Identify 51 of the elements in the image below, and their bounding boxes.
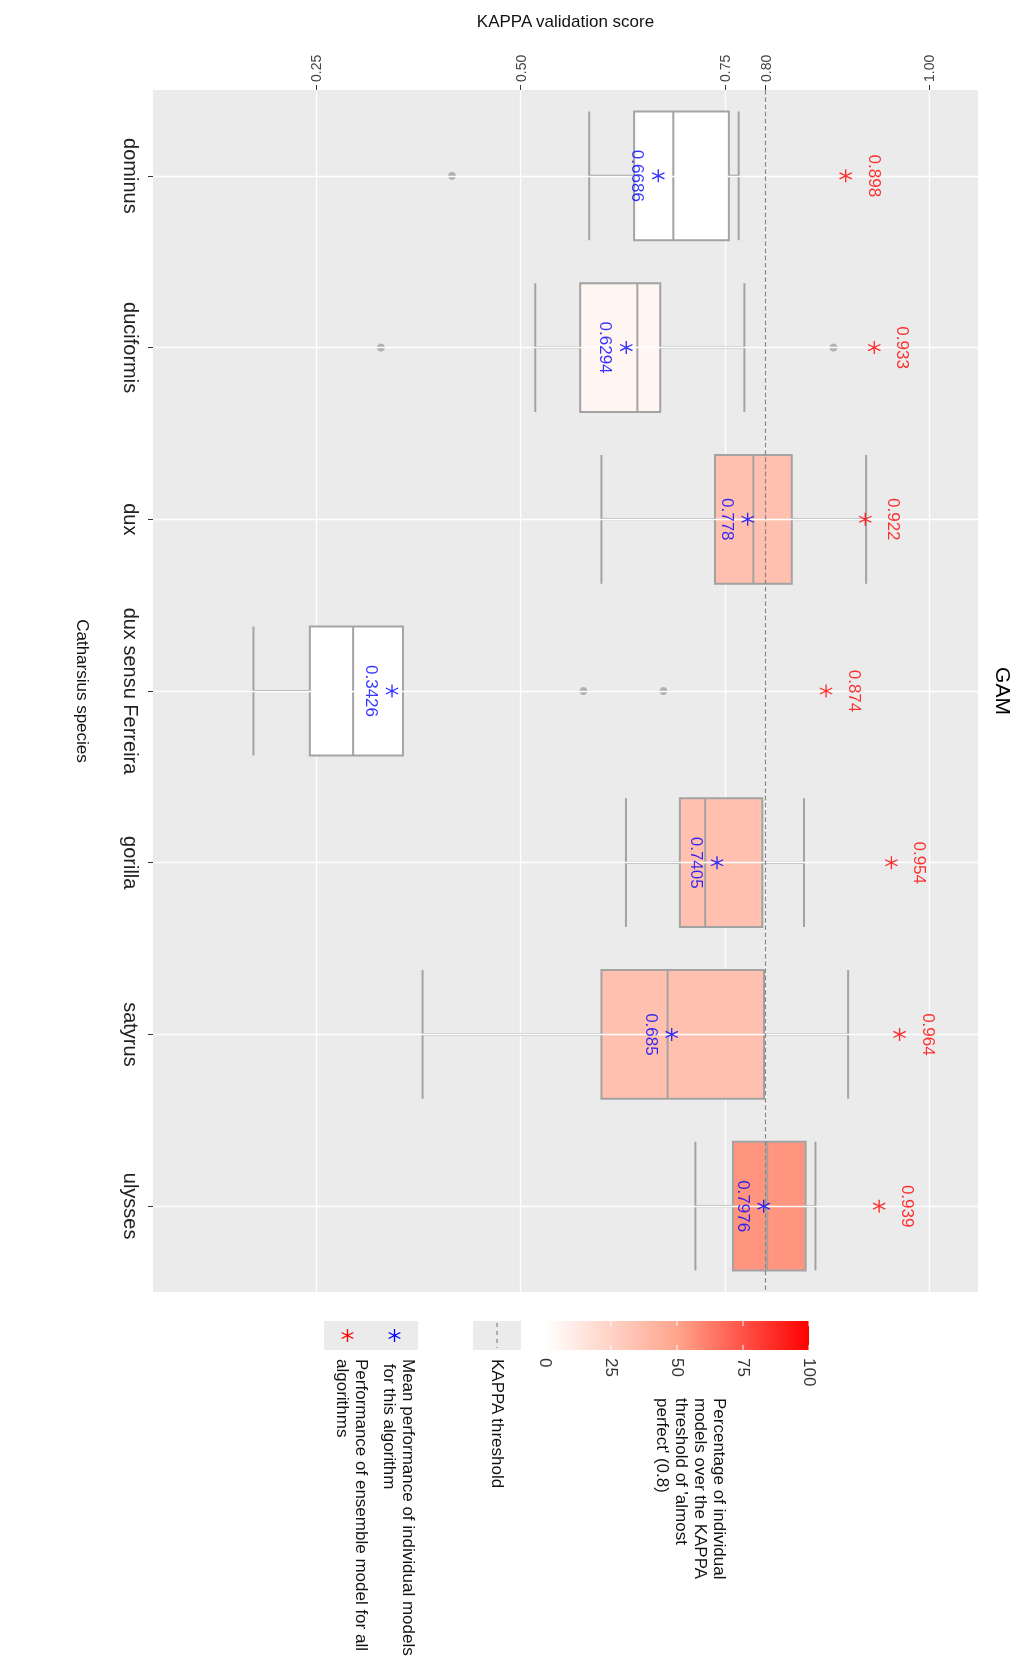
point [651, 169, 665, 183]
legend-label: Mean performance of individual models for this algorithm [379, 1359, 418, 1656]
y-tick-label: satyrus [120, 1002, 142, 1067]
data-label: 0.954 [910, 841, 930, 884]
data-label: 0.922 [884, 498, 904, 541]
data-label: 0.7976 [733, 1180, 753, 1233]
data-label: 0.3426 [362, 665, 382, 717]
point [619, 341, 633, 355]
color-bar-title: Percentage of individual models over the KAPPA threshold of 'almost perfect' (0.8) [653, 1398, 729, 1585]
text: GAM [991, 667, 1015, 715]
legend-label: KAPPA threshold [487, 1359, 507, 1489]
x-tick-label: 0.75 [716, 54, 733, 82]
point [839, 169, 853, 183]
point [385, 684, 399, 698]
point [757, 1199, 771, 1213]
y-tick-label: dux [120, 503, 142, 536]
data-label: 0.685 [641, 1013, 661, 1056]
x-axis-title: KAPPA validation score [476, 12, 655, 31]
data-label: 0.964 [918, 1013, 938, 1056]
data-label: 0.898 [864, 154, 884, 198]
x-tick-label: 0.80 [757, 54, 774, 82]
point [893, 1027, 907, 1041]
legend-label: Performance of ensemble model for all algorithms [332, 1359, 371, 1656]
y-tick-label: duciformis [120, 302, 142, 394]
data-label: 0.7405 [687, 836, 707, 889]
y-tick-label: gorilla [120, 836, 142, 891]
x-tick-label: 0.25 [308, 54, 325, 82]
point [741, 512, 755, 526]
point [858, 512, 872, 526]
point [872, 1199, 886, 1213]
point [819, 684, 833, 698]
color-bar-label: 50 [667, 1358, 687, 1377]
data-label: 0.874 [845, 669, 865, 713]
x-tick-label: 1.00 [920, 54, 937, 82]
y-tick-label: dux sensu Ferreira [120, 607, 142, 776]
data-label: 0.933 [893, 326, 913, 369]
data-label: 0.6294 [596, 321, 616, 374]
point [710, 856, 724, 870]
color-bar-label: 25 [601, 1358, 621, 1377]
x-tick-label: 0.50 [512, 54, 529, 82]
color-bar-label: 75 [733, 1358, 753, 1377]
color-bar-label: 0 [535, 1358, 555, 1368]
y-tick-label: dominus [120, 138, 142, 214]
y-tick-label: ulysses [120, 1172, 142, 1240]
data-label: 0.778 [717, 498, 737, 541]
point [867, 341, 881, 355]
data-label: 0.6686 [628, 149, 648, 202]
data-label: 0.939 [898, 1184, 918, 1228]
color-bar-label: 100 [799, 1358, 819, 1387]
y-axis-title: Catharsius species [73, 619, 92, 763]
point [665, 1027, 679, 1041]
